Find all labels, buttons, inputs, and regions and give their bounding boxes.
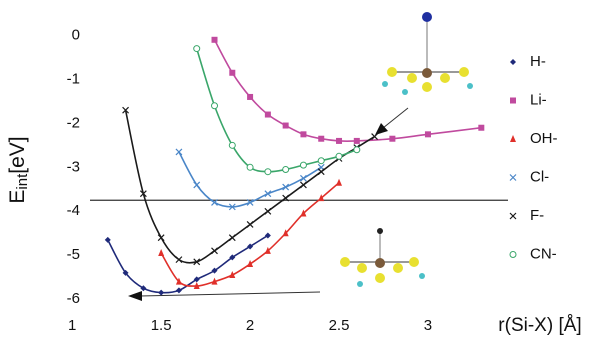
marker (318, 169, 324, 175)
legend-item: Li- (510, 91, 547, 108)
marker (176, 257, 182, 263)
y-axis-label: Eint[eV] (6, 136, 31, 203)
marker (176, 149, 182, 155)
marker (372, 134, 378, 140)
y-tick-label: 0 (72, 26, 80, 43)
series-line (215, 40, 482, 141)
y-label-main: E (6, 190, 29, 204)
y-tick-label: -5 (67, 246, 80, 263)
y-label-sub: int (14, 173, 31, 190)
x-tick-label: 1 (68, 317, 76, 334)
x-tick-label: 1.5 (151, 317, 172, 334)
marker (265, 208, 271, 214)
legend-label: F- (530, 207, 544, 224)
marker (354, 138, 360, 144)
legend-item: CN- (510, 245, 557, 262)
series-line (179, 152, 321, 207)
series (158, 179, 342, 289)
marker (212, 103, 218, 109)
legend-label: CN- (530, 245, 557, 262)
series-line (108, 235, 268, 292)
marker (247, 164, 253, 170)
y-tick-label: -2 (67, 114, 80, 131)
marker (229, 142, 235, 148)
marker (510, 98, 516, 104)
marker (300, 182, 306, 188)
marker (300, 131, 306, 137)
marker (212, 248, 218, 254)
x-tick-label: 2.5 (329, 317, 350, 334)
legend-item: H- (510, 53, 546, 70)
marker (247, 94, 253, 100)
marker (194, 182, 200, 188)
marker (300, 175, 306, 181)
marker (318, 136, 324, 142)
series (123, 107, 378, 265)
marker (318, 158, 324, 164)
marker (300, 162, 306, 168)
legend-item: Cl- (510, 168, 549, 185)
marker (283, 167, 289, 173)
marker (318, 194, 324, 201)
annotation-arrows (128, 108, 408, 301)
marker (212, 37, 218, 43)
marker (247, 221, 253, 227)
legend-label: H- (530, 53, 546, 70)
marker (389, 136, 395, 142)
x-tick-label: 2 (246, 317, 254, 334)
marker (336, 179, 342, 186)
y-tick-label: -1 (67, 70, 80, 87)
marker (336, 153, 342, 159)
marker (425, 131, 431, 137)
legend-label: Li- (530, 91, 547, 108)
series-line (161, 183, 339, 286)
series-line (197, 49, 357, 172)
y-tick-label: -6 (67, 290, 80, 307)
legend-label: OH- (530, 130, 558, 147)
legend-item: OH- (510, 130, 558, 147)
marker (336, 138, 342, 144)
marker (158, 235, 164, 241)
marker (158, 249, 164, 256)
marker (478, 125, 484, 131)
legend-item: F- (510, 207, 544, 224)
molecule-top (382, 12, 473, 95)
marker (158, 290, 164, 296)
marker (105, 237, 111, 243)
series (212, 37, 485, 144)
y-label-unit: [eV] (6, 136, 29, 173)
legend-label: Cl- (530, 168, 549, 185)
marker (510, 175, 516, 181)
marker (510, 59, 516, 65)
marker (510, 135, 516, 142)
page: Eint[eV] r(Si-X) [Å] 0 -1 -2 -3 -4 -5 -6 1 1.5 2 2… (0, 0, 595, 339)
marker (194, 46, 200, 52)
marker (283, 123, 289, 129)
marker (510, 252, 516, 258)
x-tick-label: 3 (424, 317, 432, 334)
marker (510, 213, 516, 219)
marker (354, 147, 360, 153)
x-axis-label: r(Si-X) [Å] (498, 315, 581, 336)
molecule-bottom (340, 228, 425, 287)
chart: Eint[eV] r(Si-X) [Å] 0 -1 -2 -3 -4 -5 -6 1 1.5 2 2… (0, 0, 595, 339)
y-tick-label: -4 (67, 202, 80, 219)
marker (176, 287, 182, 293)
marker (265, 169, 271, 175)
y-tick-label: -3 (67, 158, 80, 175)
marker (265, 112, 271, 118)
marker (229, 70, 235, 76)
marker (229, 235, 235, 241)
series (194, 46, 360, 175)
